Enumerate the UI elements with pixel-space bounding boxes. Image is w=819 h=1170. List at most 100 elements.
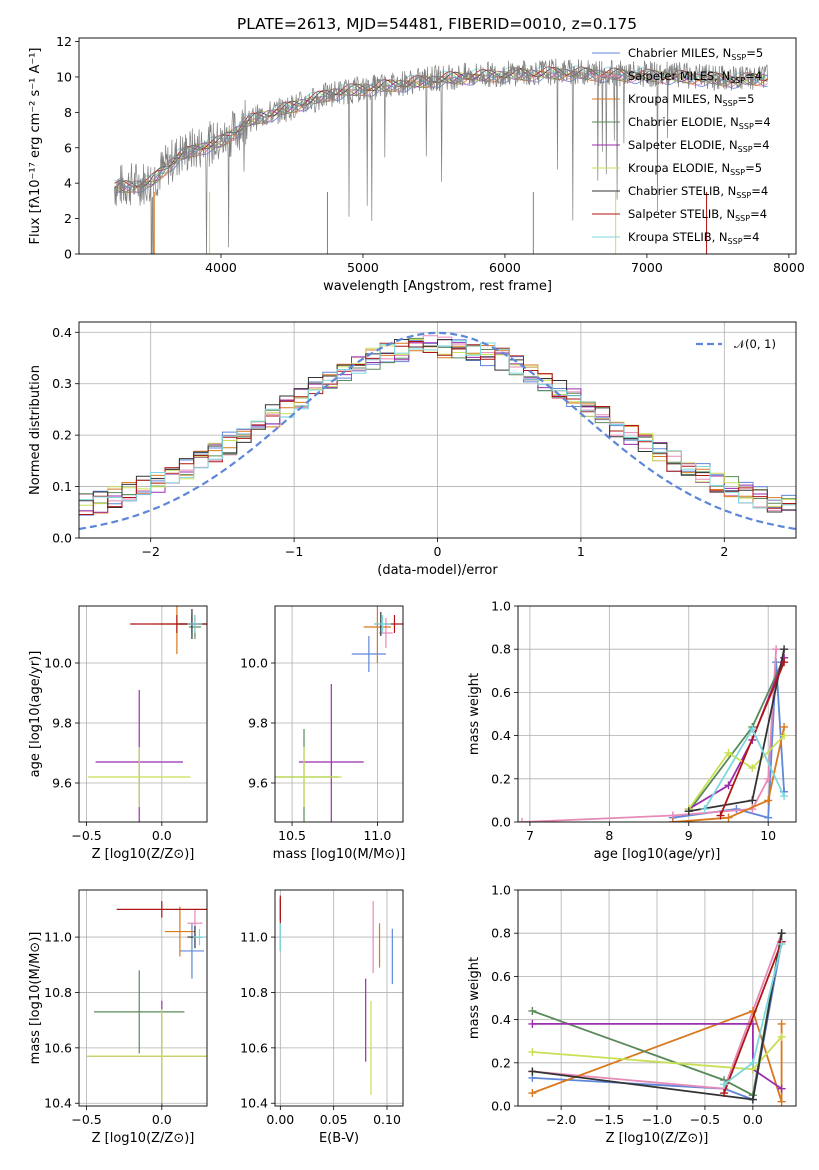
errorbar-point [363, 606, 392, 663]
legend-suffix: =4 [750, 207, 767, 221]
legend-label: Chabrier ELODIE, N [628, 115, 739, 129]
weight-series-line [723, 941, 783, 1094]
x-tick-label: 0.0 [743, 1112, 763, 1127]
weight-marker [748, 796, 757, 805]
legend-label: Salpeter STELIB, N [628, 207, 735, 221]
y-tick-label: 0.4 [491, 1012, 511, 1027]
x-tick-label: 1 [577, 544, 585, 559]
weight-series-line [532, 1023, 783, 1090]
weight-marker [748, 1095, 757, 1104]
weight-marker [780, 722, 789, 731]
axes-frame [78, 605, 208, 823]
histogram-plot [79, 331, 796, 531]
weight-marker [668, 818, 677, 822]
x-tick-label: 7000 [631, 260, 663, 275]
y-tick-label: 10.0 [240, 656, 268, 671]
y-tick-label: 0.8 [491, 926, 511, 941]
x-tick-label: 11.0 [363, 828, 391, 843]
legend-entry: Kroupa ELODIE, NSSP=5 [628, 161, 762, 177]
gaussian-curve [79, 331, 796, 531]
errorbar-point [275, 747, 342, 807]
legend-entry: 𝒩(0, 1) [734, 337, 776, 351]
histogram-step [79, 339, 796, 513]
legend-entry: Kroupa STELIB, NSSP=4 [628, 230, 759, 246]
y-tick-label: 10.8 [240, 985, 268, 1000]
x-tick-label: 6000 [489, 260, 521, 275]
panel-spectrum: 4000 5000 6000 7000 8000 0 2 4 6 8 10 12 wavelength … [28, 34, 805, 294]
axes-frame [78, 321, 797, 539]
axes-frame [274, 889, 404, 1107]
y-tick-label: 9.6 [52, 776, 72, 791]
legend-suffix: =4 [754, 115, 771, 129]
x-tick-label: −0.5 [71, 828, 101, 843]
y-axis-label: mass weight [467, 673, 482, 755]
y-tick-label: 9.6 [248, 776, 268, 791]
x-tick-label: 4000 [205, 260, 237, 275]
panel-residual_histogram: −2 −1 0 1 2 0.0 0.1 0.2 0.3 0.4 (data-model)/error… [28, 321, 797, 578]
y-tick-label: 10.6 [240, 1040, 268, 1055]
x-tick-label: −1 [285, 544, 303, 559]
legend-subscript: SSP [739, 122, 754, 131]
y-tick-label: 12 [56, 34, 72, 49]
x-axis-label: Z [log10(Z/Z⊙)] [606, 1131, 709, 1146]
weight-marker [528, 1006, 537, 1015]
weight-marker [780, 792, 789, 801]
y-tick-label: 0 [64, 247, 72, 262]
weight-marker [528, 1019, 537, 1028]
panel-age_vs_mass: 10.5 11.0 9.6 9.8 10.0 mass [log10(M/M⊙)] [240, 605, 406, 862]
y-axis-label: age [log10(age/yr)] [28, 651, 43, 778]
x-axis-label: Z [log10(Z/Z⊙)] [92, 1131, 195, 1146]
panel-age_vs_Z: −0.5 0.0 9.6 9.8 10.0 Z [log10(Z/Z⊙)] age [log… [28, 605, 208, 862]
legend-entry: Salpeter ELODIE, NSSP=4 [628, 138, 770, 154]
x-axis-label: age [log10(age/yr)] [594, 847, 721, 862]
y-tick-label: 0.4 [491, 728, 511, 743]
weight-marker [720, 1089, 729, 1098]
errorbar-point [86, 1009, 207, 1104]
legend-entry: Kroupa MILES, NSSP=5 [628, 92, 754, 108]
y-tick-label: 10.6 [44, 1040, 72, 1055]
errorbar-point [187, 615, 203, 633]
weight-series-line [532, 1009, 783, 1102]
weight-marker [777, 1019, 786, 1028]
legend-suffix: =4 [745, 69, 762, 83]
panels: 4000 5000 6000 7000 8000024681012wavelength … [28, 34, 805, 1146]
x-axis-label: E(B-V) [319, 1131, 359, 1146]
weight-marker [777, 1097, 786, 1106]
legend-suffix: =5 [746, 46, 763, 60]
weight-marker [724, 813, 733, 822]
weight-marker [777, 1084, 786, 1093]
weight-marker [724, 781, 733, 790]
x-tick-label: −1.5 [594, 1112, 624, 1127]
y-tick-label: 0.2 [491, 1055, 511, 1070]
x-tick-label: 0.0 [152, 828, 172, 843]
y-tick-label: 0.1 [52, 479, 72, 494]
x-tick-label: 10.5 [278, 828, 306, 843]
y-tick-label: 11.0 [240, 930, 268, 945]
legend-suffix: =4 [753, 138, 770, 152]
x-tick-label: −2 [141, 544, 159, 559]
legend-entry: Salpeter MILES, NSSP=4 [628, 69, 762, 85]
legend-label: Kroupa MILES, N [628, 92, 723, 106]
weight-marker [700, 805, 709, 814]
legend-entry: Salpeter STELIB, NSSP=4 [628, 207, 767, 223]
x-axis-label: (data-model)/error [377, 563, 498, 578]
errorbar-point [130, 615, 207, 633]
x-axis-label: mass [log10(M/M⊙)] [273, 847, 406, 862]
weight-marker [780, 658, 789, 667]
y-tick-label: 0.8 [491, 642, 511, 657]
weight-marker [528, 1048, 537, 1056]
legend-suffix: =5 [745, 161, 762, 175]
y-tick-label: 0.0 [52, 531, 72, 546]
y-tick-label: 4 [64, 176, 72, 191]
weight-plot [528, 929, 786, 1106]
legend-label: Kroupa ELODIE, N [628, 161, 730, 175]
x-tick-label: 10 [760, 828, 776, 843]
y-tick-label: 0.6 [491, 969, 511, 984]
errorbar-point [179, 923, 204, 979]
y-tick-label: 0.2 [491, 771, 511, 786]
x-tick-label: 0.0 [152, 1112, 172, 1127]
legend-label: Salpeter MILES, N [628, 69, 730, 83]
y-tick-label: 10.4 [44, 1096, 72, 1111]
panel-mass_vs_Z: −0.5 0.0 10.4 10.6 10.8 11.0 Z [log10(Z/Z⊙)] ma… [28, 889, 208, 1146]
